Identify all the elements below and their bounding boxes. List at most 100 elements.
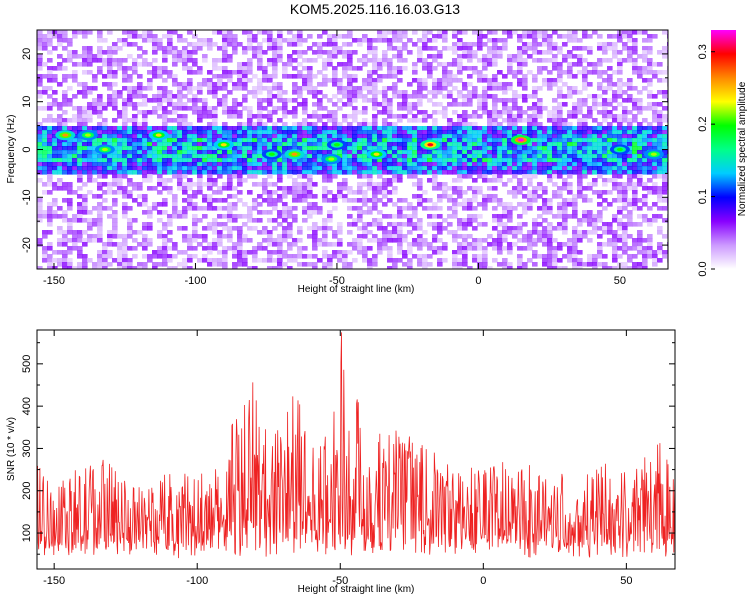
heatmap-cell	[132, 162, 138, 167]
heatmap-cell	[92, 154, 98, 159]
heatmap-cell	[462, 158, 468, 163]
heatmap-cell	[137, 94, 143, 99]
heatmap-cell	[147, 130, 153, 135]
heatmap-cell	[637, 126, 643, 131]
heatmap-cell	[72, 154, 78, 159]
heatmap-cell	[162, 106, 168, 111]
heatmap-cell	[437, 62, 443, 67]
heatmap-cell	[77, 230, 83, 235]
heatmap-cell	[167, 70, 173, 75]
heatmap-cell	[482, 254, 488, 259]
heatmap-cell	[132, 94, 138, 99]
heatmap-cell	[122, 262, 128, 267]
heatmap-cell	[582, 214, 588, 219]
heatmap-cell	[582, 86, 588, 91]
heatmap-cell	[77, 194, 83, 199]
heatmap-cell	[157, 90, 163, 95]
heatmap-cell	[107, 70, 113, 75]
heatmap-cell	[662, 94, 668, 99]
heatmap-cell	[342, 266, 348, 269]
heatmap-cell	[182, 130, 188, 135]
heatmap-cell	[657, 186, 663, 191]
heatmap-cell	[542, 34, 548, 39]
heatmap-cell	[97, 182, 103, 187]
heatmap-cell	[167, 38, 173, 43]
heatmap-cell	[447, 70, 453, 75]
heatmap-hotspot-core	[373, 152, 380, 156]
heatmap-cell	[37, 206, 43, 211]
heatmap-cell	[407, 242, 413, 247]
heatmap-cell	[547, 82, 553, 87]
heatmap-cell	[452, 166, 458, 171]
heatmap-cell	[262, 66, 268, 71]
heatmap-cell	[177, 86, 183, 91]
heatmap-cell	[397, 58, 403, 63]
heatmap-cell	[247, 162, 253, 167]
heatmap-cell	[442, 134, 448, 139]
heatmap-cell	[477, 142, 483, 147]
heatmap-cell	[352, 74, 358, 79]
heatmap-cell	[387, 254, 393, 259]
heatmap-cell	[387, 170, 393, 175]
heatmap-cell	[547, 150, 553, 155]
heatmap-cell	[247, 166, 253, 171]
heatmap-cell	[532, 102, 538, 107]
heatmap-cell	[122, 154, 128, 159]
heatmap-cell	[167, 170, 173, 175]
heatmap-cell	[487, 94, 493, 99]
heatmap-cell	[652, 262, 658, 267]
heatmap-cell	[132, 266, 138, 269]
heatmap-cell	[112, 242, 118, 247]
heatmap-cell	[272, 162, 278, 167]
heatmap-cell	[497, 70, 503, 75]
heatmap-cell	[372, 198, 378, 203]
heatmap-cell	[127, 94, 133, 99]
heatmap-cell	[217, 258, 223, 263]
heatmap-cell	[62, 234, 68, 239]
heatmap-cell	[192, 206, 198, 211]
heatmap-cell	[367, 198, 373, 203]
heatmap-cell	[432, 178, 438, 183]
heatmap-cell	[127, 142, 133, 147]
heatmap-cell	[322, 242, 328, 247]
heatmap-cell	[572, 206, 578, 211]
heatmap-cell	[512, 114, 518, 119]
heatmap-cell	[147, 78, 153, 83]
heatmap-cell	[367, 134, 373, 139]
heatmap-cell	[267, 266, 273, 269]
heatmap-cell	[582, 30, 588, 35]
heatmap-cell	[522, 42, 528, 47]
heatmap-cell	[417, 246, 423, 251]
heatmap-cell	[532, 30, 538, 35]
heatmap-cell	[122, 162, 128, 167]
heatmap-cell	[147, 238, 153, 243]
heatmap-cell	[382, 178, 388, 183]
heatmap-cell	[617, 154, 623, 159]
heatmap-cell	[222, 98, 228, 103]
heatmap-cell	[62, 66, 68, 71]
heatmap-cell	[202, 126, 208, 131]
heatmap-cell	[552, 250, 558, 255]
colorbar-tick-label: 0.1	[697, 189, 709, 204]
heatmap-cell	[417, 58, 423, 63]
heatmap-cell	[162, 150, 168, 155]
heatmap-cell	[152, 74, 158, 79]
heatmap-cell	[392, 214, 398, 219]
heatmap-cell	[42, 190, 48, 195]
heatmap-cell	[277, 214, 283, 219]
x-tick-label: 50	[614, 275, 626, 287]
heatmap-cell	[497, 122, 503, 127]
heatmap-cell	[132, 34, 138, 39]
heatmap-cell	[137, 162, 143, 167]
heatmap-cell	[147, 150, 153, 155]
heatmap-cell	[112, 210, 118, 215]
heatmap-cell	[302, 174, 308, 179]
heatmap-cell	[507, 118, 513, 123]
heatmap-cell	[197, 162, 203, 167]
heatmap-cell	[402, 106, 408, 111]
heatmap-cell	[152, 158, 158, 163]
heatmap-cell	[177, 250, 183, 255]
heatmap-cell	[507, 266, 513, 269]
heatmap-cell	[217, 206, 223, 211]
heatmap-cell	[627, 162, 633, 167]
